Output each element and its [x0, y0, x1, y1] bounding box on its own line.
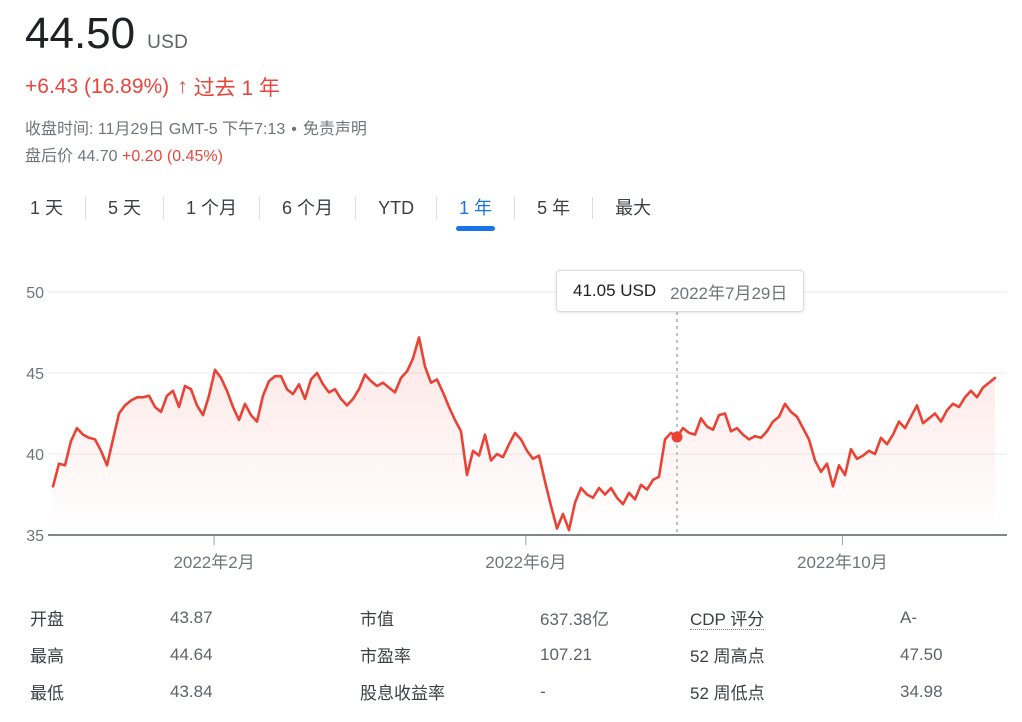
y-axis-label: 45 — [26, 366, 44, 383]
tab-label: YTD — [378, 198, 415, 218]
price-line — [51, 336, 997, 532]
tab-range-4[interactable]: 6 个月 — [260, 193, 355, 223]
stat-value-market-cap: 637.38亿 — [540, 610, 609, 629]
tab-label: 1 年 — [456, 193, 496, 231]
tab-label: 5 天 — [108, 198, 142, 218]
tab-range-3[interactable]: 1 个月 — [164, 193, 259, 223]
tab-divider — [355, 197, 357, 219]
tab-divider — [163, 197, 165, 219]
tab-divider — [259, 197, 261, 219]
stat-label-high: 最高 — [30, 647, 64, 666]
tab-divider — [85, 197, 87, 219]
y-axis-label: 35 — [26, 528, 44, 545]
stat-value-high: 44.64 — [170, 644, 213, 664]
tab-label: 1 个月 — [186, 198, 238, 218]
stat-value-open: 43.87 — [170, 607, 213, 627]
tab-divider — [514, 197, 516, 219]
tooltip-price: 41.05 USD — [573, 281, 657, 300]
after-hours-price: 44.70 — [77, 148, 118, 165]
chart-canvas[interactable]: 50 45 40 35 2022年2月 2022年6月 2022年10月 — [0, 260, 1022, 590]
stat-value-cdp-score: A- — [900, 607, 917, 627]
stat-label-52wk-low: 52 周低点 — [690, 684, 765, 703]
bullet-separator: • — [291, 121, 297, 138]
price-change: +6.43 (16.89%) — [25, 75, 170, 98]
tab-range-1[interactable]: 1 天 — [25, 193, 85, 223]
tab-divider — [436, 197, 438, 219]
close-time-row: 收盘时间: 11月29日 GMT-5 下午7:13 • 免责声明 — [25, 116, 367, 143]
close-time: 收盘时间: 11月29日 GMT-5 下午7:13 — [25, 121, 286, 138]
stat-value-low: 43.84 — [170, 681, 213, 701]
tab-range-2[interactable]: 5 天 — [86, 193, 163, 223]
stat-value-pe-ratio: 107.21 — [540, 644, 592, 664]
stat-label-open: 开盘 — [30, 610, 64, 629]
price-area-fill — [53, 337, 995, 535]
price-chart[interactable]: 50 45 40 35 2022年2月 2022年6月 2022年10月 41.05 USD… — [0, 260, 1022, 590]
stat-value-div-yield: - — [540, 681, 546, 701]
tab-range-6[interactable]: 1 年 — [437, 193, 514, 231]
stat-label-52wk-high: 52 周高点 — [690, 647, 765, 666]
tab-divider — [592, 197, 594, 219]
x-axis-label: 2022年10月 — [797, 553, 888, 572]
tab-label: 最大 — [615, 198, 652, 218]
tab-label: 1 天 — [30, 198, 64, 218]
after-hours-row: 盘后价 44.70 +0.20 (0.45%) — [25, 143, 367, 170]
price-change-row: +6.43 (16.89%) ↑ 过去 1 年 — [25, 72, 367, 102]
stat-label-pe-ratio: 市盈率 — [360, 647, 411, 666]
hover-marker-dot — [671, 431, 683, 443]
x-axis-label: 2022年2月 — [173, 553, 254, 572]
stat-label-market-cap: 市值 — [360, 610, 394, 629]
stat-label-div-yield: 股息收益率 — [360, 684, 445, 703]
disclaimer-link[interactable]: 免责声明 — [302, 121, 367, 138]
key-stats-table: 开盘 43.87 市值 637.38亿 CDP 评分 A- 最高 44.64 市… — [30, 599, 992, 710]
y-axis-label: 40 — [26, 447, 44, 464]
change-period: 过去 1 年 — [193, 77, 281, 100]
stat-value-52wk-high: 47.50 — [900, 644, 943, 664]
tab-range-7[interactable]: 5 年 — [515, 193, 592, 223]
y-axis-label: 50 — [26, 285, 44, 302]
arrow-up-icon: ↑ — [177, 75, 188, 98]
tab-range-8[interactable]: 最大 — [593, 193, 673, 223]
quote-header: 44.50 USD +6.43 (16.89%) ↑ 过去 1 年 收盘时间: … — [25, 8, 367, 170]
stat-label-low: 最低 — [30, 684, 64, 703]
after-hours-label: 盘后价 — [25, 148, 74, 165]
current-price: 44.50 — [25, 9, 136, 58]
stat-value-52wk-low: 34.98 — [900, 681, 943, 701]
stat-label-cdp-score[interactable]: CDP 评分 — [690, 610, 765, 630]
currency-label: USD — [147, 32, 189, 53]
tab-label: 6 个月 — [282, 198, 334, 218]
tab-range-5[interactable]: YTD — [356, 193, 436, 223]
tooltip-date: 2022年7月29日 — [670, 283, 788, 303]
after-hours-change: +0.20 (0.45%) — [121, 148, 223, 165]
tab-label: 5 年 — [537, 198, 571, 218]
x-axis-label: 2022年6月 — [485, 553, 566, 572]
chart-tooltip: 41.05 USD 2022年7月29日 — [556, 270, 805, 312]
time-range-tabs: 1 天 5 天 1 个月 6 个月 YTD 1 年 5 年 最大 — [25, 192, 673, 231]
